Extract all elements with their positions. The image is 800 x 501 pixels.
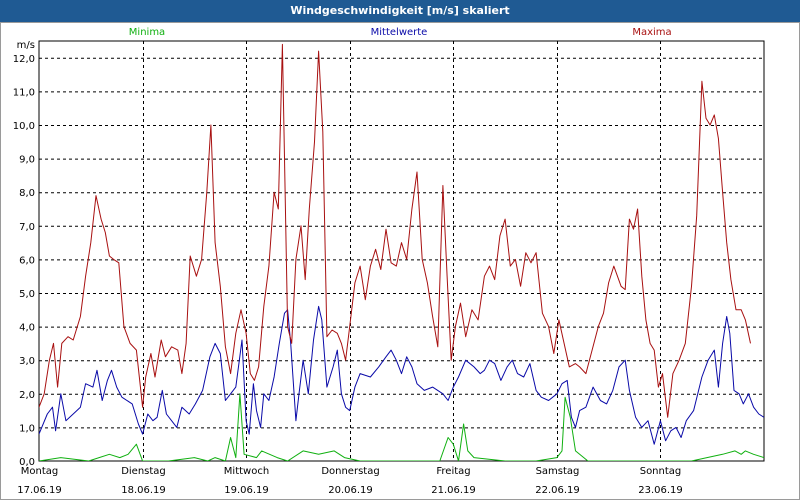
axis-layer: 0,0 1,0 2,0 3,0 4,0 5,0 6,0 7,0 8,0 9,0 10,0 11,0 12… (13, 40, 765, 496)
grid-layer (39, 41, 764, 461)
x-tick-date: 20.06.19 (328, 485, 373, 496)
y-tick-label: 7,0 (19, 222, 35, 233)
series-layer (39, 43, 764, 461)
y-tick-label: 0,0 (19, 457, 35, 468)
y-tick-label: 12,0 (13, 54, 35, 65)
x-tick-day: Samstag (536, 466, 580, 477)
y-tick-label: 2,0 (19, 390, 35, 401)
x-tick-day: Dienstag (121, 466, 166, 477)
legend-maxima: Maxima (632, 27, 671, 38)
y-tick-label: 3,0 (19, 356, 35, 367)
y-tick-label: 10,0 (13, 121, 35, 132)
x-tick-day: Donnerstag (321, 466, 379, 477)
y-tick-label: 11,0 (13, 87, 35, 98)
x-tick-date: 18.06.19 (121, 485, 166, 496)
y-tick-label: 9,0 (19, 155, 35, 166)
series-line-maxima (39, 43, 751, 418)
y-tick-label: 8,0 (19, 188, 35, 199)
x-tick-date: 21.06.19 (431, 485, 476, 496)
legend-layer: Minima Mittelwerte Maxima (129, 27, 672, 38)
y-tick-label: 5,0 (19, 289, 35, 300)
y-tick-label: 6,0 (19, 255, 35, 266)
x-tick-day: Sonntag (640, 466, 682, 477)
x-tick-date: 23.06.19 (638, 485, 683, 496)
legend-minima: Minima (129, 27, 165, 38)
y-tick-label: 1,0 (19, 423, 35, 434)
y-tick-label: 4,0 (19, 323, 35, 334)
x-tick-date: 22.06.19 (535, 485, 580, 496)
x-tick-date: 19.06.19 (224, 485, 269, 496)
x-tick-day: Montag (21, 466, 58, 477)
x-tick-date: 17.06.19 (17, 485, 62, 496)
x-tick-day: Freitag (436, 466, 470, 477)
chart-frame: 0,0 1,0 2,0 3,0 4,0 5,0 6,0 7,0 8,0 9,0 10,0 11,0 12… (0, 22, 800, 500)
plot-border (38, 40, 765, 462)
y-axis-label: m/s (17, 40, 35, 51)
x-tick-day: Mittwoch (224, 466, 269, 477)
chart-plot: 0,0 1,0 2,0 3,0 4,0 5,0 6,0 7,0 8,0 9,0 10,0 11,0 12… (13, 27, 765, 496)
window-title: Windgeschwindigkeit [m/s] skaliert (0, 0, 800, 22)
series-line-mittelwerte (39, 305, 764, 445)
legend-mittelwerte: Mittelwerte (371, 27, 428, 38)
